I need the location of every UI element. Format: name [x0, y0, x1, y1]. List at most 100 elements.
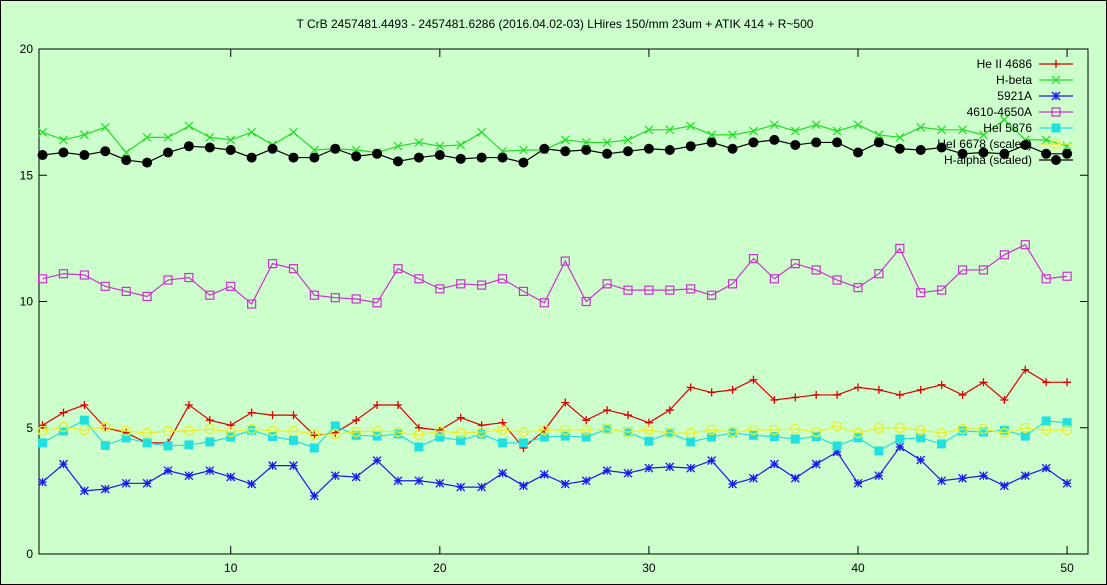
- open-square-marker: [602, 279, 612, 289]
- open-square-marker: [769, 274, 779, 284]
- star-marker: [1062, 478, 1072, 488]
- cross-marker: [686, 121, 696, 131]
- x-tick-label: 40: [851, 561, 865, 575]
- star-marker: [707, 456, 717, 466]
- y-tick-label: 5: [26, 421, 33, 435]
- open-circle-marker: [413, 429, 425, 441]
- star-marker: [79, 486, 89, 496]
- open-circle-marker: [518, 426, 529, 438]
- cross-marker: [414, 138, 424, 147]
- open-circle-marker: [873, 422, 885, 434]
- open-circle-marker: [1020, 422, 1031, 434]
- open-square-marker: [456, 279, 466, 289]
- filled-square-marker: [707, 432, 717, 442]
- open-square-marker: [184, 272, 194, 283]
- star-marker: [121, 478, 131, 488]
- plus-marker: [268, 411, 277, 420]
- filled-circle-marker: [393, 156, 404, 167]
- filled-circle-marker: [602, 148, 613, 159]
- cross-marker: [874, 130, 884, 140]
- cross-marker: [1051, 75, 1061, 85]
- open-circle-marker: [309, 428, 320, 440]
- plus-marker: [205, 416, 214, 425]
- cross-marker: [205, 132, 215, 142]
- plus-marker: [561, 398, 570, 407]
- open-square-marker: [267, 259, 278, 269]
- open-square-marker: [790, 259, 800, 269]
- star-marker: [644, 463, 654, 473]
- open-circle-marker: [204, 423, 215, 435]
- x-tick-label: 20: [433, 561, 447, 575]
- filled-circle-marker: [894, 143, 905, 154]
- plus-marker: [1042, 378, 1051, 387]
- series-hei-5876: [38, 415, 1072, 456]
- open-circle-marker: [999, 427, 1010, 439]
- legend: He II 4686 H-beta 5921A 4610-4650A HeI 5876 H…: [937, 57, 1073, 167]
- filled-circle-marker: [121, 155, 132, 166]
- star-marker: [226, 472, 236, 482]
- cross-marker: [477, 127, 487, 137]
- filled-square-marker: [748, 430, 758, 440]
- y-tick-label: 0: [26, 547, 33, 561]
- filled-square-marker: [581, 432, 591, 442]
- open-square-marker: [937, 285, 947, 295]
- plus-marker: [582, 416, 591, 425]
- plus-marker: [979, 378, 988, 387]
- star-marker: [539, 470, 549, 479]
- plus-marker: [394, 401, 403, 410]
- star-marker: [184, 471, 194, 481]
- open-circle-marker: [37, 425, 48, 437]
- filled-circle-marker: [853, 147, 864, 158]
- series-line: [42, 118, 1068, 154]
- open-square-marker: [874, 269, 884, 279]
- plus-marker: [1000, 395, 1009, 404]
- open-square-marker: [1062, 271, 1072, 281]
- cross-marker: [184, 121, 194, 131]
- star-marker: [686, 463, 696, 473]
- open-circle-marker: [225, 426, 236, 438]
- open-square-marker: [727, 279, 738, 289]
- plus-marker: [791, 393, 800, 402]
- cross-marker: [309, 145, 319, 155]
- filled-circle-marker: [1062, 148, 1073, 159]
- star-marker: [59, 459, 68, 469]
- x-tick-label: 50: [1060, 561, 1074, 575]
- plus-marker: [456, 413, 465, 422]
- open-square-marker: [288, 264, 299, 274]
- open-square-marker: [79, 270, 89, 280]
- open-circle-marker: [497, 424, 508, 436]
- star-marker: [958, 473, 968, 483]
- plus-marker: [59, 408, 68, 417]
- cross-marker: [769, 120, 779, 130]
- star-marker: [477, 482, 487, 492]
- filled-circle-marker: [1041, 148, 1052, 159]
- filled-circle-marker: [79, 150, 90, 161]
- open-square-marker: [811, 265, 821, 275]
- cross-marker: [435, 141, 445, 151]
- filled-circle-marker: [999, 148, 1010, 159]
- cross-marker: [707, 130, 717, 140]
- filled-square-marker: [184, 440, 194, 450]
- plus-marker: [770, 395, 779, 404]
- filled-circle-marker: [455, 153, 466, 164]
- cross-marker: [602, 138, 612, 147]
- filled-circle-marker: [1020, 139, 1031, 150]
- open-circle-marker: [957, 423, 968, 435]
- star-marker: [142, 478, 152, 488]
- open-square-marker: [205, 290, 215, 300]
- filled-circle-marker: [225, 145, 236, 155]
- filled-square-marker: [1062, 418, 1072, 428]
- cross-marker: [79, 130, 89, 140]
- filled-square-marker: [121, 433, 131, 443]
- filled-circle-marker: [183, 141, 194, 152]
- star-marker: [874, 471, 884, 481]
- open-square-marker: [999, 250, 1009, 260]
- filled-square-marker: [414, 442, 424, 452]
- plus-marker: [812, 390, 821, 399]
- cross-marker: [853, 120, 863, 130]
- star-marker: [895, 442, 905, 452]
- chart-title: T CrB 2457481.4493 - 2457481.6286 (2016.…: [297, 17, 814, 31]
- star-marker: [916, 455, 926, 465]
- cross-marker: [728, 130, 737, 140]
- cross-marker: [665, 125, 675, 135]
